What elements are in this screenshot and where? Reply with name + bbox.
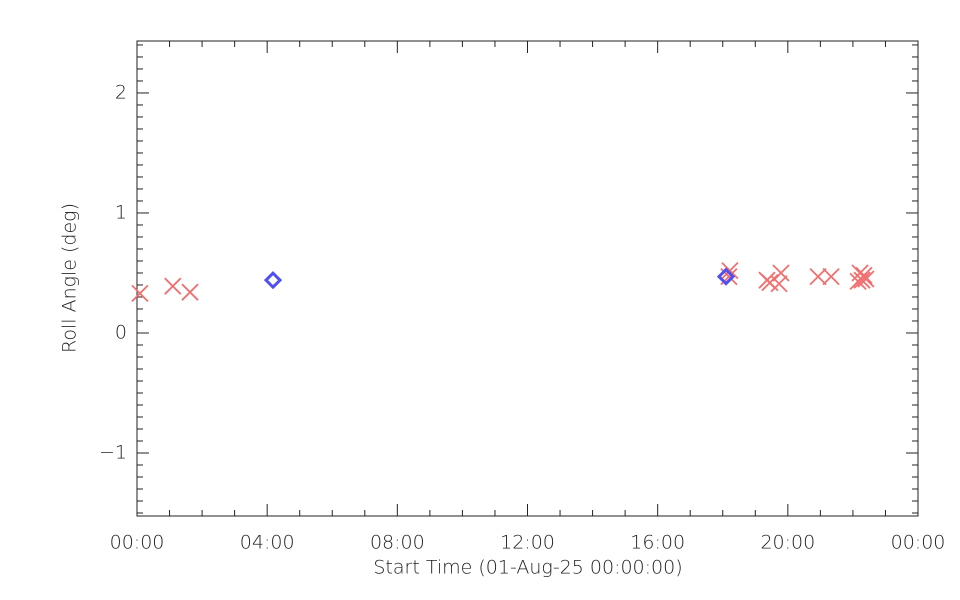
- x-tick-label: 00:00: [891, 532, 946, 554]
- x-tick-label: 08:00: [370, 532, 425, 554]
- x-marker: [809, 267, 827, 286]
- x-tick-label: 04:00: [240, 532, 295, 554]
- diamond-marker: [263, 271, 283, 290]
- x-tick-label: 20:00: [760, 532, 815, 554]
- y-axis-label: Roll Angle (deg): [59, 203, 81, 353]
- diamond-marker: [716, 267, 736, 286]
- x-marker: [181, 283, 199, 301]
- x-marker: [772, 264, 790, 282]
- x-tick-label: 00:00: [110, 532, 165, 554]
- y-tick-label: 0: [115, 321, 127, 343]
- x-marker: [853, 271, 871, 289]
- x-marker: [849, 272, 867, 291]
- x-axis-label: Start Time (01-Aug-25 00:00:00): [373, 557, 682, 579]
- x-marker: [721, 261, 739, 280]
- y-tick-label: 1: [115, 201, 127, 223]
- x-marker: [822, 267, 840, 286]
- x-tick-label: 12:00: [500, 532, 555, 554]
- y-tick-label: −1: [99, 441, 127, 463]
- x-marker: [164, 277, 182, 295]
- x-marker: [131, 284, 149, 303]
- plot-frame: [136, 40, 919, 517]
- x-tick-label: 16:00: [630, 532, 685, 554]
- y-tick-label: 2: [115, 81, 127, 103]
- x-marker: [770, 275, 788, 293]
